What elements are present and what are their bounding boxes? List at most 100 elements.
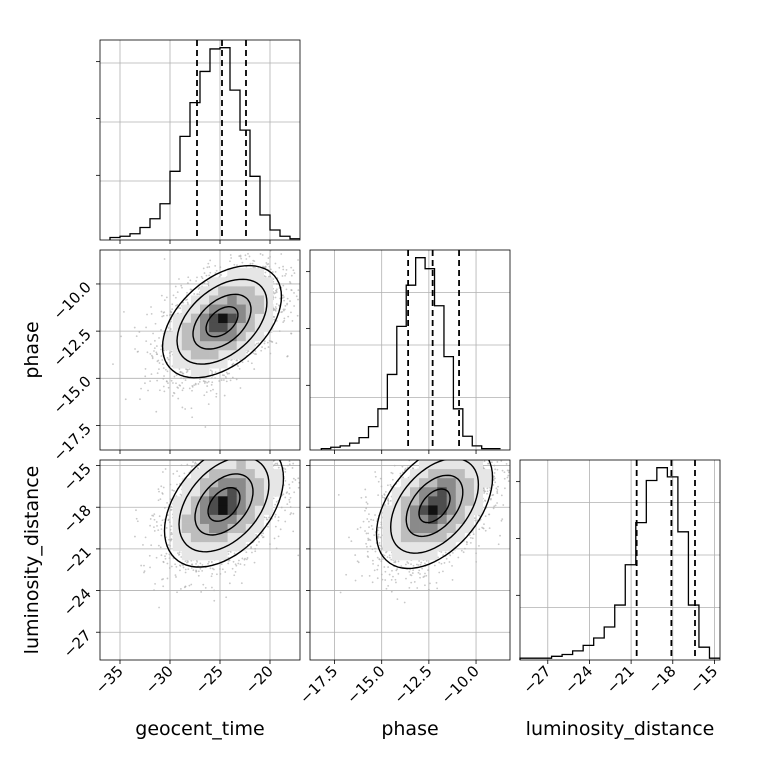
sample-point-2-2082	[364, 530, 366, 532]
sample-point-1-474	[142, 544, 144, 546]
sample-point-0-1195	[189, 279, 192, 282]
sample-point-0-2506	[251, 262, 254, 265]
sample-point-1-1989	[200, 591, 203, 593]
sample-point-2-888	[464, 547, 466, 550]
sample-point-0-1428	[275, 288, 278, 291]
sample-point-2-1001	[496, 490, 499, 493]
density-cell-2-1-10-7	[400, 523, 411, 534]
sample-point-2-2018	[462, 551, 465, 554]
sample-point-2-1748	[465, 540, 468, 543]
density-cell-0-3-12-8	[209, 322, 219, 333]
sample-point-1-342	[179, 493, 182, 496]
sample-point-2-58	[417, 564, 420, 566]
sample-point-0-655	[185, 368, 187, 371]
density-cell-1-1-12-8	[209, 532, 219, 543]
sample-point-1-1020	[255, 544, 258, 547]
sample-point-0-1616	[150, 354, 153, 357]
sample-point-1-870	[272, 497, 275, 500]
sample-point-2-963	[388, 556, 391, 559]
sample-point-2-2169	[387, 499, 390, 502]
histogram-phase	[306, 249, 511, 451]
sample-point-1-1618	[210, 561, 213, 563]
sample-point-1-1913	[265, 516, 268, 519]
sample-point-2-1661	[471, 537, 474, 540]
sample-point-0-418	[144, 375, 147, 378]
sample-point-0-838	[261, 254, 264, 256]
sample-point-2-1253	[483, 492, 486, 494]
sample-point-0-1097	[184, 379, 187, 381]
sample-point-0-561	[238, 367, 241, 370]
density-cell-1-0-17-5	[254, 505, 264, 515]
sample-point-0-1807	[182, 377, 185, 380]
density-cell-0-2-15-7	[236, 313, 246, 324]
sample-point-1-1375	[257, 536, 260, 539]
sample-point-0-2355	[163, 299, 166, 302]
density-cell-0-1-17-5	[254, 295, 264, 305]
sample-point-2-1231	[391, 478, 394, 481]
density-cell-2-0-13-10	[428, 550, 438, 561]
sample-point-1-1794	[162, 471, 164, 473]
contour-1-0	[207, 487, 241, 522]
density-cell-1-1-15-1	[236, 469, 246, 479]
density-cell-2-0-12-0	[419, 460, 429, 470]
density-cell-2-0-16-8	[455, 532, 465, 543]
density-cell-1-0-12-0	[209, 460, 219, 470]
sample-point-2-2057	[380, 560, 383, 563]
density-cell-1-2-13-3	[218, 487, 228, 497]
density-cell-2-0-15-0	[446, 460, 456, 470]
density-cell-1-1-12-1	[209, 469, 219, 479]
sample-point-0-2570	[135, 335, 138, 338]
sample-point-0-2576	[292, 269, 295, 272]
sample-point-2-795	[354, 554, 357, 556]
sample-point-0-1165	[226, 372, 229, 375]
sample-point-0-1625	[286, 303, 288, 306]
sample-point-2-1134	[367, 556, 370, 558]
sample-point-2-2199	[377, 529, 379, 532]
sample-point-0-2025	[275, 290, 278, 292]
density-cell-0-3-13-8	[218, 322, 228, 333]
sample-point-1-1848	[175, 565, 178, 568]
sample-point-0-1628	[260, 349, 263, 352]
sample-point-1-2079	[190, 465, 193, 468]
density-cell-0-0-12-3	[209, 277, 219, 287]
sample-point-0-1504	[274, 296, 277, 299]
sample-point-0-1366	[198, 293, 200, 296]
sample-point-1-1925	[286, 503, 289, 506]
density-cell-1-0-10-10	[190, 550, 201, 561]
sample-point-2-1922	[411, 572, 414, 574]
density-cell-0-1-10-7	[190, 313, 201, 324]
density-geocent_time-phase-frame	[99, 249, 301, 451]
sample-point-0-2489	[175, 382, 177, 385]
sample-point-1-1109	[220, 563, 223, 565]
density-cell-2-2-14-2	[437, 478, 447, 488]
sample-point-0-1672	[167, 358, 170, 361]
sample-point-2-803	[507, 474, 510, 477]
density-cell-0-0-8-8	[172, 322, 183, 333]
sample-point-2-806	[364, 509, 366, 512]
density-cell-0-1-14-4	[227, 286, 237, 296]
density-cell-1-1-11-7	[200, 523, 210, 534]
sample-point-1-1979	[194, 462, 196, 465]
density-cell-0-1-17-6	[254, 304, 264, 314]
density-cell-1-0-18-0	[263, 460, 274, 470]
density-cell-1-3-14-4	[227, 496, 237, 506]
sample-point-0-1747	[188, 368, 191, 370]
sample-point-1-875	[254, 547, 257, 550]
sample-point-2-2176	[394, 561, 397, 564]
sample-point-0-1184	[163, 375, 165, 377]
sample-point-1-712	[292, 512, 295, 515]
sample-point-2-1620	[492, 478, 495, 481]
density-cell-1-0-19-3	[272, 487, 283, 497]
sample-point-0-690	[267, 275, 270, 278]
density-cell-1-2-15-5	[236, 505, 246, 515]
sample-point-1-1820	[225, 596, 228, 599]
sample-point-1-2553	[165, 527, 168, 529]
sample-point-2-1757	[472, 533, 475, 536]
density-cell-0-0-17-7	[254, 313, 264, 324]
contour-2-3	[375, 460, 494, 570]
density-cell-2-0-9-5	[391, 505, 402, 515]
density-cell-0-0-15-3	[236, 277, 246, 287]
sample-point-2-1462	[408, 570, 411, 573]
sample-point-2-1027	[406, 561, 409, 563]
